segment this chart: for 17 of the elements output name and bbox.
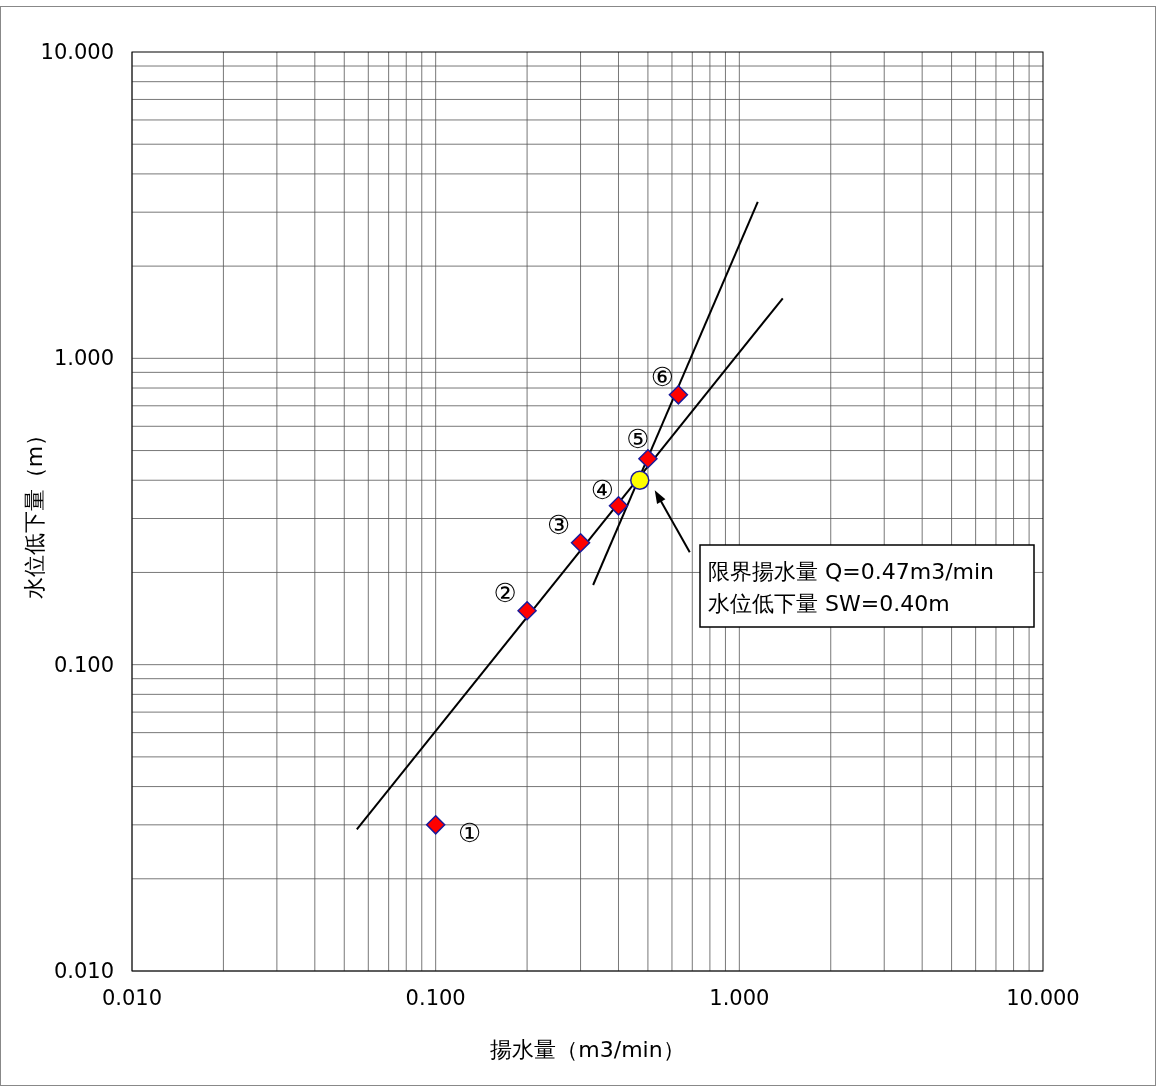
x-tick-label: 0.100 [405,986,466,1010]
x-tick-label: 10.000 [1006,986,1080,1010]
annotation: ① [458,817,482,848]
annotation: 限界揚水量 Q=0.47m3/min 水位低下量 SW=0.40m [708,559,995,616]
y-axis-title: 水位低下量（m） [22,423,47,600]
annotation: ② [493,577,517,608]
annotation: ⑥ [650,361,675,392]
x-tick-label: 1.000 [709,986,770,1010]
y-tick-label: 0.100 [53,652,114,677]
y-tick-label: 1.000 [53,346,114,371]
x-axis-title: 揚水量（m3/min） [490,1037,685,1062]
annotation: ③ [546,509,571,540]
y-tick-label: 10.000 [40,40,114,64]
x-tick-label: 0.010 [101,986,163,1010]
y-tick-label: 0.010 [53,959,114,983]
annotation: ⑤ [626,423,650,454]
annotation: ④ [590,474,615,505]
